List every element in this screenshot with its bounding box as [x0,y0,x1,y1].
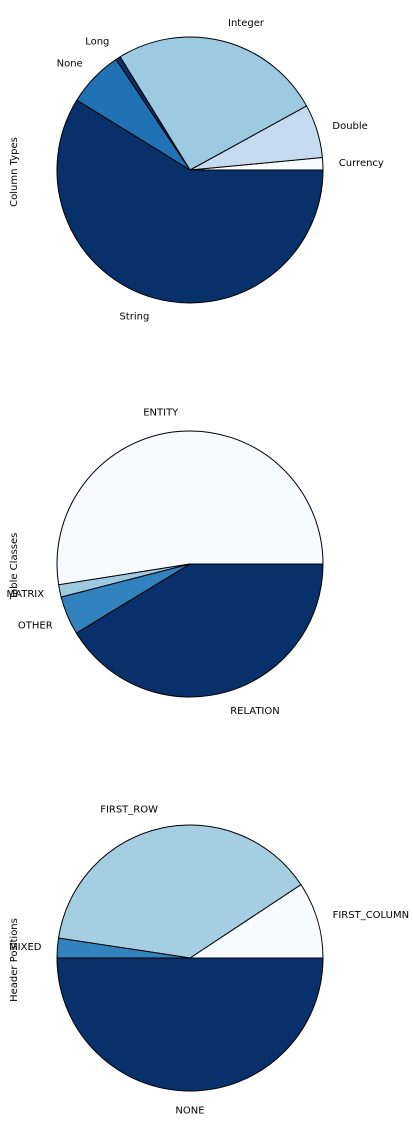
pie-label-none: None [57,59,83,70]
pie-label-mixed: MIXED [9,942,42,953]
pie-ylabel-header-positions: Header Positions [9,918,20,1002]
pie-slice-none [56,957,324,1092]
pie-slice-first-row [57,824,302,959]
pie-label-currency: Currency [339,158,384,169]
pie-label-other: OTHER [18,620,53,631]
pie-label-first-row: FIRST_ROW [100,805,158,816]
pie-label-entity: ENTITY [143,408,179,419]
pie-label-none: NONE [175,1105,204,1116]
pie-chart-table-classes: ENTITY MATRIX OTHER RELATION Table Classes [7,408,324,717]
pie-slice-entity [56,430,324,586]
pie-slice-relation [75,563,324,698]
pie-label-relation: RELATION [230,706,280,717]
pie-label-long: Long [85,37,109,48]
pie-label-first-column: FIRST_COLUMN [333,910,409,921]
pie-chart-header-positions: FIRST_COLUMN FIRST_ROW MIXED NONE Header Pos… [9,805,409,1117]
pie-ylabel-table-classes: Table Classes [9,533,20,601]
pie-label-integer: Integer [228,18,265,29]
pie-label-matrix: MATRIX [7,589,45,600]
pie-label-double: Double [332,121,367,132]
pie-slice-integer [119,36,308,171]
pie-slice-first-column [188,883,324,959]
pie-slice-string [56,99,324,304]
pie-ylabel-column-types: Column Types [9,137,20,207]
pie-label-string: String [119,312,149,323]
